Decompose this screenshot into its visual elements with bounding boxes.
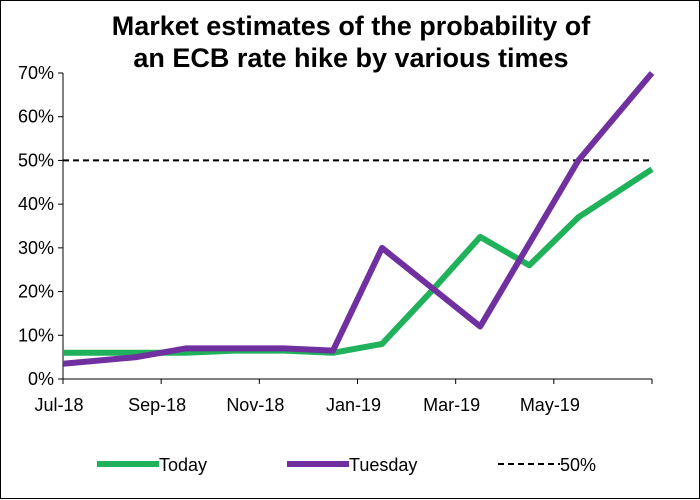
x-tick-label: Nov-18 [226,395,284,415]
legend-50pct-label: 50% [560,455,596,475]
x-tick-label: Jan-19 [326,395,381,415]
y-tick-label: 0% [28,369,54,389]
y-tick-label: 20% [18,282,54,302]
y-tick-label: 50% [18,150,54,170]
x-tick-label: Sep-18 [128,395,186,415]
x-tick-label: Mar-19 [423,395,480,415]
x-tick-label: May-19 [520,395,580,415]
legend-today-label: Today [159,455,207,475]
y-tick-label: 30% [18,238,54,258]
series-line-today [63,166,654,356]
legend-tuesday-label: Tuesday [349,455,417,475]
series-line-tuesday [62,71,655,367]
series-lines [62,71,655,367]
axes: 0% 10% 20% 30% 40% 50% 60% 70% Jul-18 Sep-18 Nov-1… [18,63,653,415]
y-tick-label: 10% [18,325,54,345]
y-tick-label: 60% [18,107,54,127]
x-tick-label: Jul-18 [34,395,83,415]
y-tick-label: 40% [18,194,54,214]
chart-title-line-1: Market estimates of the probability of [111,11,591,41]
y-tick-label: 70% [18,63,54,83]
chart-title-line-2: an ECB rate hike by various times [133,43,569,73]
legend: Today Tuesday 50% [97,455,596,475]
